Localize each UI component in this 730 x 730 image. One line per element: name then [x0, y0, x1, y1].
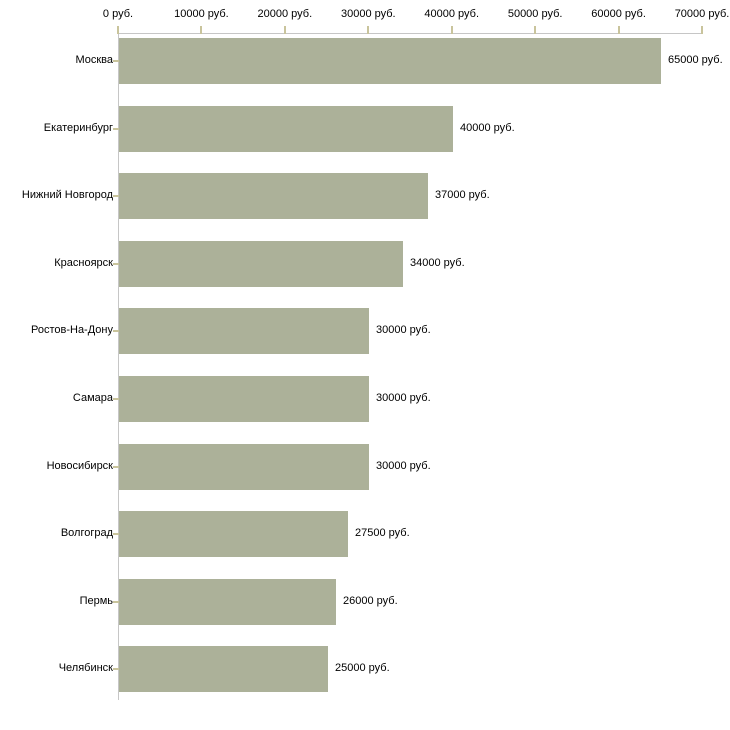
x-axis-tick-mark [701, 26, 703, 34]
category-label: Новосибирск [46, 460, 113, 472]
y-axis-tick-mark [113, 60, 119, 62]
x-axis-tick-label: 20000 руб. [257, 8, 313, 20]
bar [119, 173, 428, 219]
category-label: Екатеринбург [43, 122, 113, 134]
x-axis-tick-label: 70000 руб. [674, 8, 730, 20]
x-axis-tick-label: 0 руб. [102, 8, 134, 20]
value-label: 25000 руб. [335, 662, 390, 674]
category-label: Самара [72, 392, 113, 404]
category-label: Ростов-На-Дону [30, 324, 113, 336]
value-label: 40000 руб. [460, 122, 515, 134]
x-axis-tick-mark [200, 26, 202, 34]
category-label: Нижний Новгород [21, 189, 113, 201]
x-axis-tick-mark [534, 26, 536, 34]
bar [119, 38, 661, 84]
category-label: Волгоград [60, 527, 113, 539]
y-axis-tick-mark [113, 398, 119, 400]
y-axis-tick-mark [113, 668, 119, 670]
y-axis-tick-mark [113, 195, 119, 197]
x-axis-tick-mark [117, 26, 119, 34]
x-axis-line [118, 33, 703, 34]
y-axis-tick-mark [113, 128, 119, 130]
value-label: 65000 руб. [668, 54, 723, 66]
x-axis-tick-label: 60000 руб. [591, 8, 646, 20]
value-label: 30000 руб. [376, 460, 431, 472]
x-axis-tick-mark [451, 26, 453, 34]
bar [119, 579, 336, 625]
category-label: Пермь [79, 595, 113, 607]
x-axis-tick-label: 30000 руб. [340, 8, 396, 20]
y-axis-tick-mark [113, 263, 119, 265]
value-label: 27500 руб. [355, 527, 410, 539]
x-axis-tick-mark [367, 26, 369, 34]
bar [119, 376, 369, 422]
category-label: Москва [75, 54, 113, 66]
value-label: 34000 руб. [410, 257, 465, 269]
y-axis-tick-mark [113, 466, 119, 468]
x-axis-tick-mark [618, 26, 620, 34]
x-axis-tick-label: 10000 руб. [174, 8, 229, 20]
bar [119, 646, 328, 692]
value-label: 37000 руб. [435, 189, 490, 201]
bar [119, 241, 403, 287]
x-axis-tick-label: 50000 руб. [507, 8, 563, 20]
y-axis-tick-mark [113, 330, 119, 332]
bar [119, 106, 453, 152]
x-axis-tick-label: 40000 руб. [424, 8, 480, 20]
value-label: 26000 руб. [343, 595, 398, 607]
value-label: 30000 руб. [376, 324, 431, 336]
category-label: Челябинск [58, 662, 113, 674]
y-axis-tick-mark [113, 533, 119, 535]
bar [119, 511, 348, 557]
x-axis-tick-mark [284, 26, 286, 34]
y-axis-tick-mark [113, 601, 119, 603]
category-label: Красноярск [54, 257, 113, 269]
bar [119, 444, 369, 490]
y-axis-line [118, 33, 119, 700]
value-label: 30000 руб. [376, 392, 431, 404]
bar [119, 308, 369, 354]
